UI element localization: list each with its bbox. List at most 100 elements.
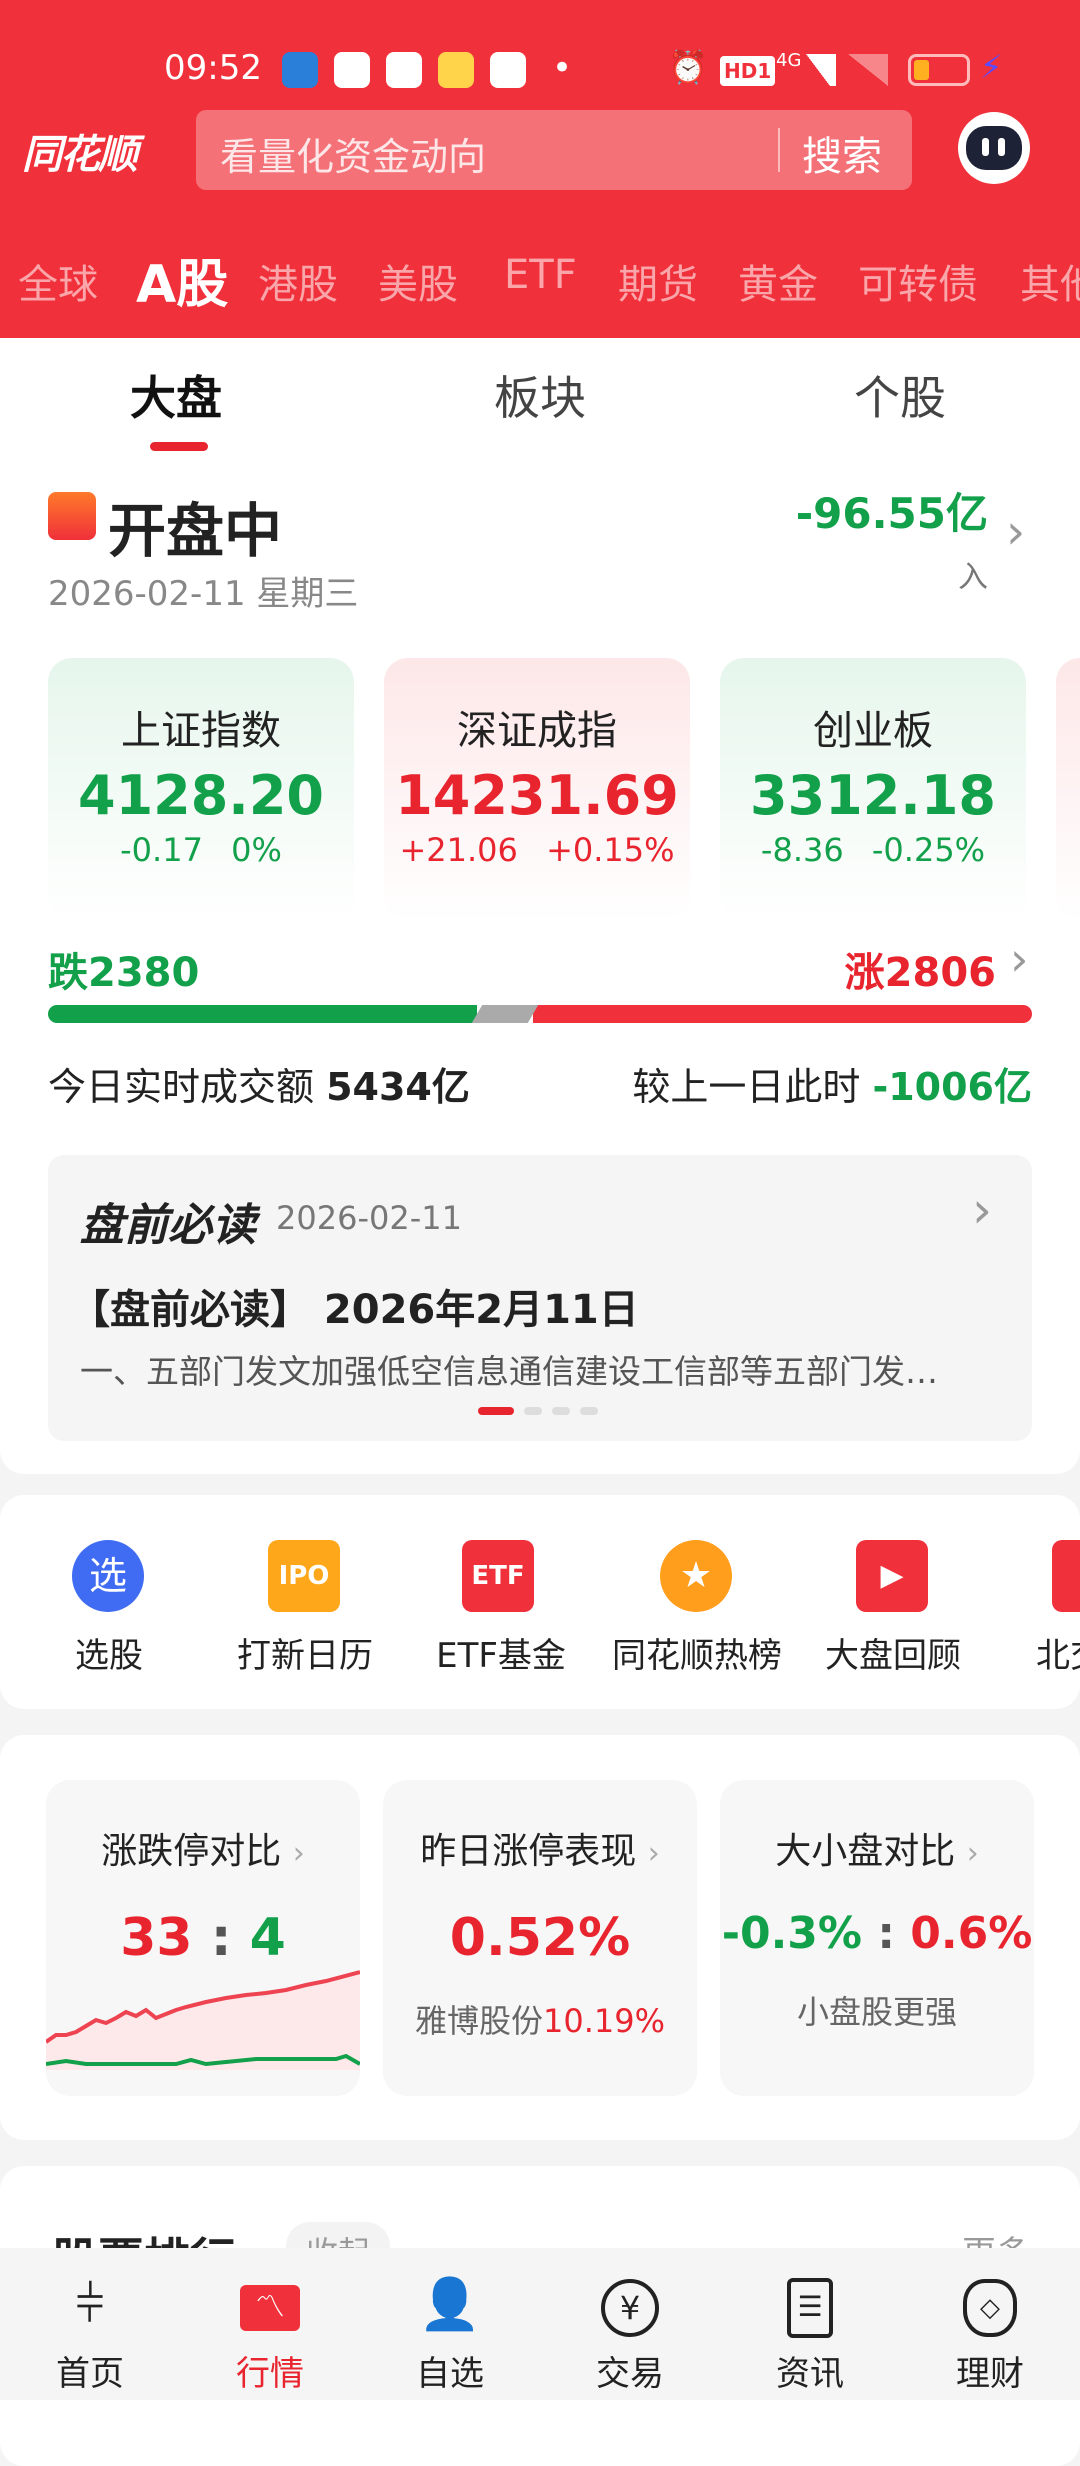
wallet-icon bbox=[438, 52, 474, 88]
decliners-count: 跌2380 bbox=[48, 950, 200, 996]
index-card-partial[interactable] bbox=[1056, 658, 1080, 922]
limit-ratio: 33 : 4 bbox=[120, 1908, 286, 1968]
search-button[interactable]: 搜索 bbox=[802, 134, 882, 180]
shortcut-label[interactable]: 北交 bbox=[1036, 1636, 1080, 1676]
tab-sector[interactable]: 板块 bbox=[494, 371, 586, 425]
nav-wealth[interactable]: ◇ 理财 bbox=[900, 2270, 1080, 2395]
trade-yen-icon: ¥ bbox=[540, 2270, 720, 2338]
nav-watchlist[interactable]: 👤 自选 bbox=[360, 2270, 540, 2395]
charging-icon: ⚡ bbox=[980, 48, 1003, 86]
wealth-bag-icon: ◇ bbox=[900, 2270, 1080, 2338]
index-card-shenzhen[interactable]: 深证成指 14231.69 +21.06 +0.15% bbox=[384, 658, 690, 922]
tab-stock[interactable]: 个股 bbox=[854, 371, 946, 425]
breadth-bar-flat bbox=[471, 1005, 539, 1023]
limit-up-area bbox=[46, 1972, 360, 2070]
top-stock: 雅博股份10.19% bbox=[414, 2002, 666, 2040]
search-divider bbox=[778, 128, 780, 172]
ai-assistant-robot-icon[interactable] bbox=[958, 112, 1030, 184]
market-tab-us[interactable]: 美股 bbox=[378, 262, 458, 308]
etf-icon[interactable]: ETF bbox=[462, 1540, 534, 1612]
app-logo[interactable]: 同花顺 bbox=[22, 132, 138, 178]
select-stock-icon[interactable]: 选 bbox=[72, 1540, 144, 1612]
shortcut-label[interactable]: 打新日历 bbox=[237, 1636, 373, 1676]
toutiao-icon bbox=[334, 52, 370, 88]
app-notification-icon bbox=[282, 52, 318, 88]
premarket-summary: 一、五部门发文加强低空信息通信建设工信部等五部门发… bbox=[80, 1352, 938, 1391]
nav-home[interactable]: ⫩ 首页 bbox=[0, 2270, 180, 2395]
index-name: 深证成指 bbox=[457, 708, 617, 754]
battery-icon bbox=[908, 54, 970, 86]
chevron-right-icon[interactable]: › bbox=[972, 1181, 992, 1239]
home-candles-icon: ⫩ bbox=[75, 2275, 105, 2333]
card-title: 大小盘对比 › bbox=[775, 1831, 979, 1872]
shortcut-label[interactable]: 同花顺热榜 bbox=[612, 1636, 782, 1676]
ipo-calendar-icon[interactable]: IPO bbox=[268, 1540, 340, 1612]
market-tab-convertible[interactable]: 可转债 bbox=[858, 262, 978, 308]
limit-trend-sparkline bbox=[46, 1970, 360, 2070]
breadth-bar-down bbox=[48, 1005, 477, 1023]
index-change: -8.36 -0.25% bbox=[760, 831, 986, 869]
premarket-date: 2026-02-11 bbox=[276, 1199, 462, 1237]
candlestick-icon bbox=[48, 492, 96, 540]
bottom-nav bbox=[0, 2248, 1080, 2400]
signal-x-icon bbox=[848, 54, 888, 86]
watchlist-icon: 👤 bbox=[418, 2275, 482, 2333]
breadth-bar bbox=[48, 1005, 1032, 1023]
search-input[interactable]: 看量化资金动向 bbox=[220, 135, 487, 179]
yesterday-limit-up-card[interactable]: 昨日涨停表现 › 0.52% 雅博股份10.19% bbox=[383, 1780, 697, 2096]
search-bar[interactable]: 看量化资金动向 搜索 bbox=[196, 110, 912, 190]
tab-indicator bbox=[150, 442, 208, 451]
shortcut-label[interactable]: 选股 bbox=[75, 1636, 143, 1676]
fund-flow-label: 入 bbox=[728, 552, 988, 596]
cap-comparison: -0.3% : 0.6% bbox=[721, 1908, 1033, 1959]
signal-4g-icon: 4G bbox=[776, 50, 802, 71]
signal-icon bbox=[806, 54, 836, 86]
limit-down-line bbox=[46, 2053, 360, 2067]
market-date: 2026-02-11 星期三 bbox=[48, 574, 359, 614]
market-tab-futures[interactable]: 期货 bbox=[618, 262, 698, 308]
chevron-right-icon[interactable]: › bbox=[1010, 932, 1029, 986]
limit-up-down-card[interactable]: 涨跌停对比 › 33 : 4 bbox=[46, 1780, 360, 2096]
fund-flow-value[interactable]: -96.55亿 bbox=[795, 489, 988, 538]
turnover-compare: 较上一日此时 -1006亿 bbox=[632, 1065, 1032, 1109]
hot-list-icon[interactable]: ★ bbox=[660, 1540, 732, 1612]
market-review-icon[interactable]: ▶ bbox=[856, 1540, 928, 1612]
index-value: 4128.20 bbox=[78, 764, 324, 827]
market-tab-global[interactable]: 全球 bbox=[18, 262, 98, 308]
hd-icon: HD1 bbox=[720, 56, 776, 86]
card-title: 涨跌停对比 › bbox=[101, 1831, 305, 1872]
large-small-cap-card[interactable]: 大小盘对比 › -0.3% : 0.6% 小盘股更强 bbox=[720, 1780, 1034, 2096]
nav-trade[interactable]: ¥ 交易 bbox=[540, 2270, 720, 2395]
market-tab-other[interactable]: 其他 bbox=[1020, 262, 1080, 308]
turnover: 今日实时成交额 5434亿 bbox=[48, 1065, 470, 1109]
cap-note: 小盘股更强 bbox=[796, 1993, 957, 2031]
premarket-headline: 【盘前必读】 2026年2月11日 bbox=[70, 1287, 639, 1333]
breadth-bar-up bbox=[533, 1005, 1032, 1023]
market-tab-hk[interactable]: 港股 bbox=[258, 262, 338, 308]
market-tab-gold[interactable]: 黄金 bbox=[738, 262, 818, 308]
shortcut-label[interactable]: 大盘回顾 bbox=[825, 1636, 961, 1676]
advancers-count: 涨2806 bbox=[844, 950, 996, 996]
index-value: 14231.69 bbox=[395, 764, 679, 827]
notification-dot: • bbox=[552, 48, 573, 88]
shortcut-label[interactable]: ETF基金 bbox=[436, 1636, 566, 1676]
nav-quotes[interactable]: 〽行情 bbox=[180, 2270, 360, 2395]
market-tab-etf[interactable]: ETF bbox=[504, 252, 577, 298]
map-icon bbox=[386, 52, 422, 88]
card-title: 昨日涨停表现 › bbox=[420, 1831, 660, 1872]
limit-up-line bbox=[46, 1970, 360, 2044]
quotes-icon: 〽 bbox=[180, 2270, 360, 2338]
premarket-brand: 盘前必读 bbox=[80, 1200, 256, 1251]
premarket-card[interactable]: 盘前必读 2026-02-11 › 【盘前必读】 2026年2月11日 一、五部… bbox=[48, 1155, 1032, 1441]
chevron-right-icon[interactable]: › bbox=[1006, 504, 1026, 560]
limit-up-performance: 0.52% bbox=[449, 1908, 631, 1968]
index-card-chinext[interactable]: 创业板 3312.18 -8.36 -0.25% bbox=[720, 658, 1026, 922]
tab-index[interactable]: 大盘 bbox=[130, 371, 222, 425]
status-time: 09:52 bbox=[164, 48, 262, 88]
carousel-dots bbox=[478, 1407, 598, 1415]
market-tab-a-share[interactable]: A股 bbox=[136, 255, 229, 315]
nav-news[interactable]: ☰ 资讯 bbox=[720, 2270, 900, 2395]
bse-icon[interactable] bbox=[1052, 1540, 1080, 1612]
index-name: 创业板 bbox=[813, 708, 933, 754]
index-card-shanghai[interactable]: 上证指数 4128.20 -0.17 0% bbox=[48, 658, 354, 922]
